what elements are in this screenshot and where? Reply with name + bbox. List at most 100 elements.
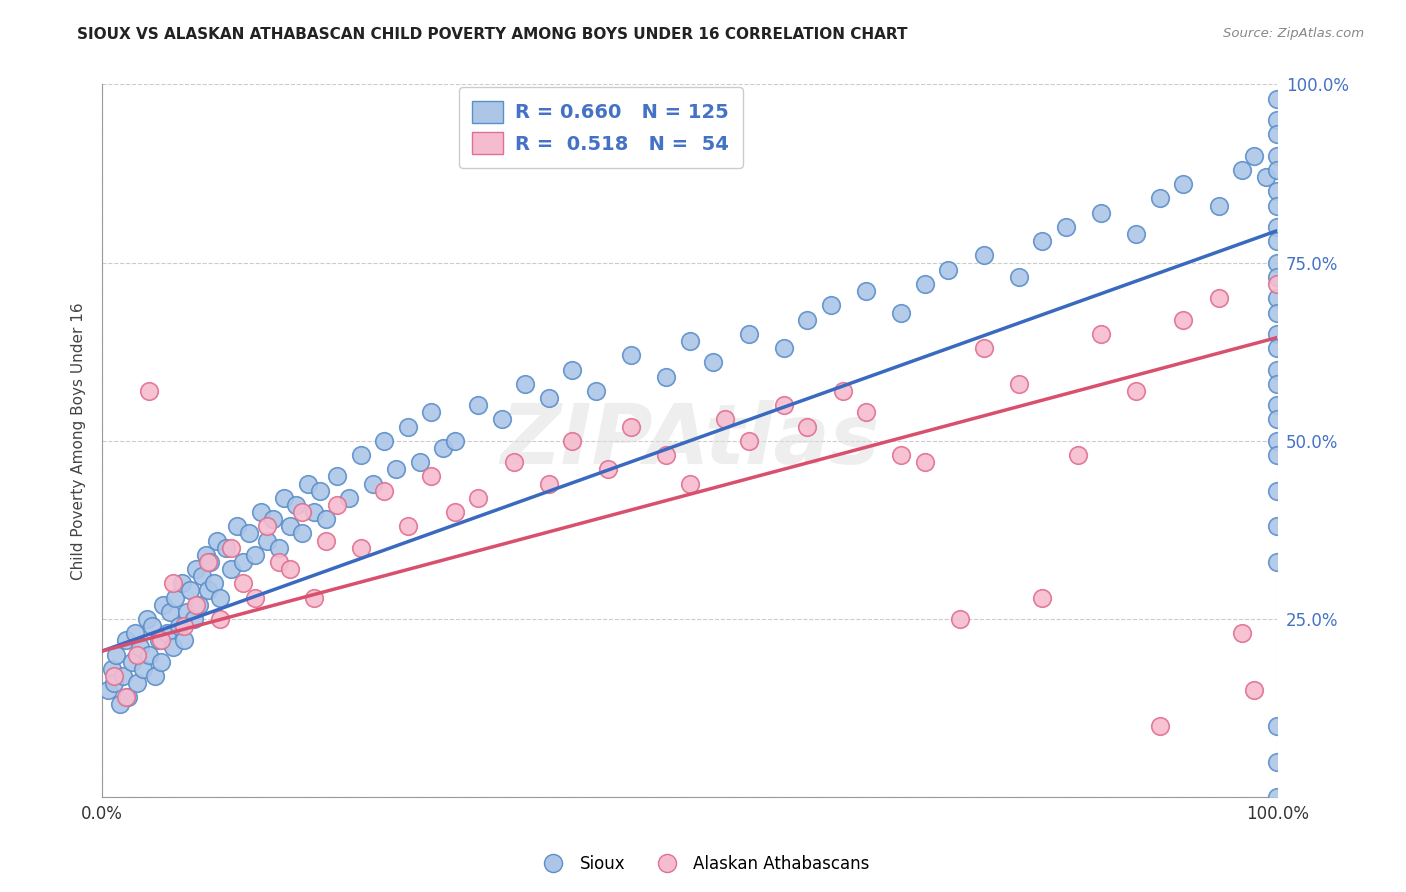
Point: [159, 605, 181, 619]
Point: [138, 648, 160, 662]
Point: [1267, 719, 1289, 733]
Point: [855, 284, 877, 298]
Point: [714, 412, 737, 426]
Point: [291, 526, 314, 541]
Point: [173, 633, 195, 648]
Point: [186, 562, 208, 576]
Point: [297, 476, 319, 491]
Point: [773, 398, 796, 412]
Point: [938, 262, 960, 277]
Point: [214, 541, 236, 555]
Point: [208, 591, 231, 605]
Point: [226, 519, 249, 533]
Point: [1125, 227, 1147, 241]
Point: [1267, 198, 1289, 212]
Point: [278, 519, 301, 533]
Point: [537, 391, 560, 405]
Point: [1267, 234, 1289, 248]
Point: [197, 583, 219, 598]
Point: [1267, 483, 1289, 498]
Point: [855, 405, 877, 419]
Point: [702, 355, 724, 369]
Point: [1232, 163, 1254, 178]
Text: Source: ZipAtlas.com: Source: ZipAtlas.com: [1223, 27, 1364, 40]
Point: [1267, 376, 1289, 391]
Point: [1267, 219, 1289, 234]
Point: [197, 555, 219, 569]
Point: [408, 455, 430, 469]
Point: [256, 533, 278, 548]
Point: [172, 576, 194, 591]
Point: [890, 305, 912, 319]
Point: [1267, 277, 1289, 291]
Point: [467, 491, 489, 505]
Point: [350, 541, 373, 555]
Point: [373, 434, 395, 448]
Point: [1267, 128, 1289, 142]
Point: [191, 569, 214, 583]
Point: [1008, 376, 1031, 391]
Point: [208, 612, 231, 626]
Point: [1267, 113, 1289, 128]
Point: [914, 277, 936, 291]
Point: [186, 598, 208, 612]
Point: [103, 676, 125, 690]
Point: [973, 248, 995, 262]
Point: [135, 612, 157, 626]
Point: [1267, 269, 1289, 284]
Point: [620, 419, 643, 434]
Point: [152, 598, 174, 612]
Point: [127, 648, 149, 662]
Point: [108, 698, 131, 712]
Point: [285, 498, 308, 512]
Point: [183, 612, 205, 626]
Point: [326, 498, 349, 512]
Point: [361, 476, 384, 491]
Point: [124, 626, 146, 640]
Point: [141, 619, 163, 633]
Point: [796, 419, 818, 434]
Point: [502, 455, 524, 469]
Point: [250, 505, 273, 519]
Point: [561, 362, 583, 376]
Point: [1267, 362, 1289, 376]
Point: [1149, 192, 1171, 206]
Point: [243, 548, 266, 562]
Point: [1267, 291, 1289, 305]
Point: [1267, 755, 1289, 769]
Point: [1125, 384, 1147, 398]
Point: [396, 519, 419, 533]
Point: [1267, 434, 1289, 448]
Point: [187, 598, 209, 612]
Point: [1267, 326, 1289, 341]
Point: [914, 455, 936, 469]
Point: [232, 576, 254, 591]
Point: [1267, 519, 1289, 533]
Point: [221, 562, 243, 576]
Point: [176, 605, 198, 619]
Point: [243, 591, 266, 605]
Point: [396, 419, 419, 434]
Point: [138, 384, 160, 398]
Point: [100, 662, 122, 676]
Point: [256, 519, 278, 533]
Point: [326, 469, 349, 483]
Point: [1267, 398, 1289, 412]
Point: [385, 462, 408, 476]
Point: [1267, 149, 1289, 163]
Point: [267, 555, 290, 569]
Point: [1149, 719, 1171, 733]
Point: [467, 398, 489, 412]
Legend: R = 0.660   N = 125, R =  0.518   N =  54: R = 0.660 N = 125, R = 0.518 N = 54: [458, 87, 742, 168]
Point: [1267, 790, 1289, 805]
Point: [1267, 185, 1289, 199]
Point: [655, 448, 678, 462]
Point: [148, 633, 170, 648]
Point: [315, 533, 337, 548]
Point: [267, 541, 290, 555]
Point: [117, 690, 139, 705]
Point: [308, 483, 330, 498]
Point: [491, 412, 513, 426]
Point: [238, 526, 260, 541]
Point: [737, 326, 759, 341]
